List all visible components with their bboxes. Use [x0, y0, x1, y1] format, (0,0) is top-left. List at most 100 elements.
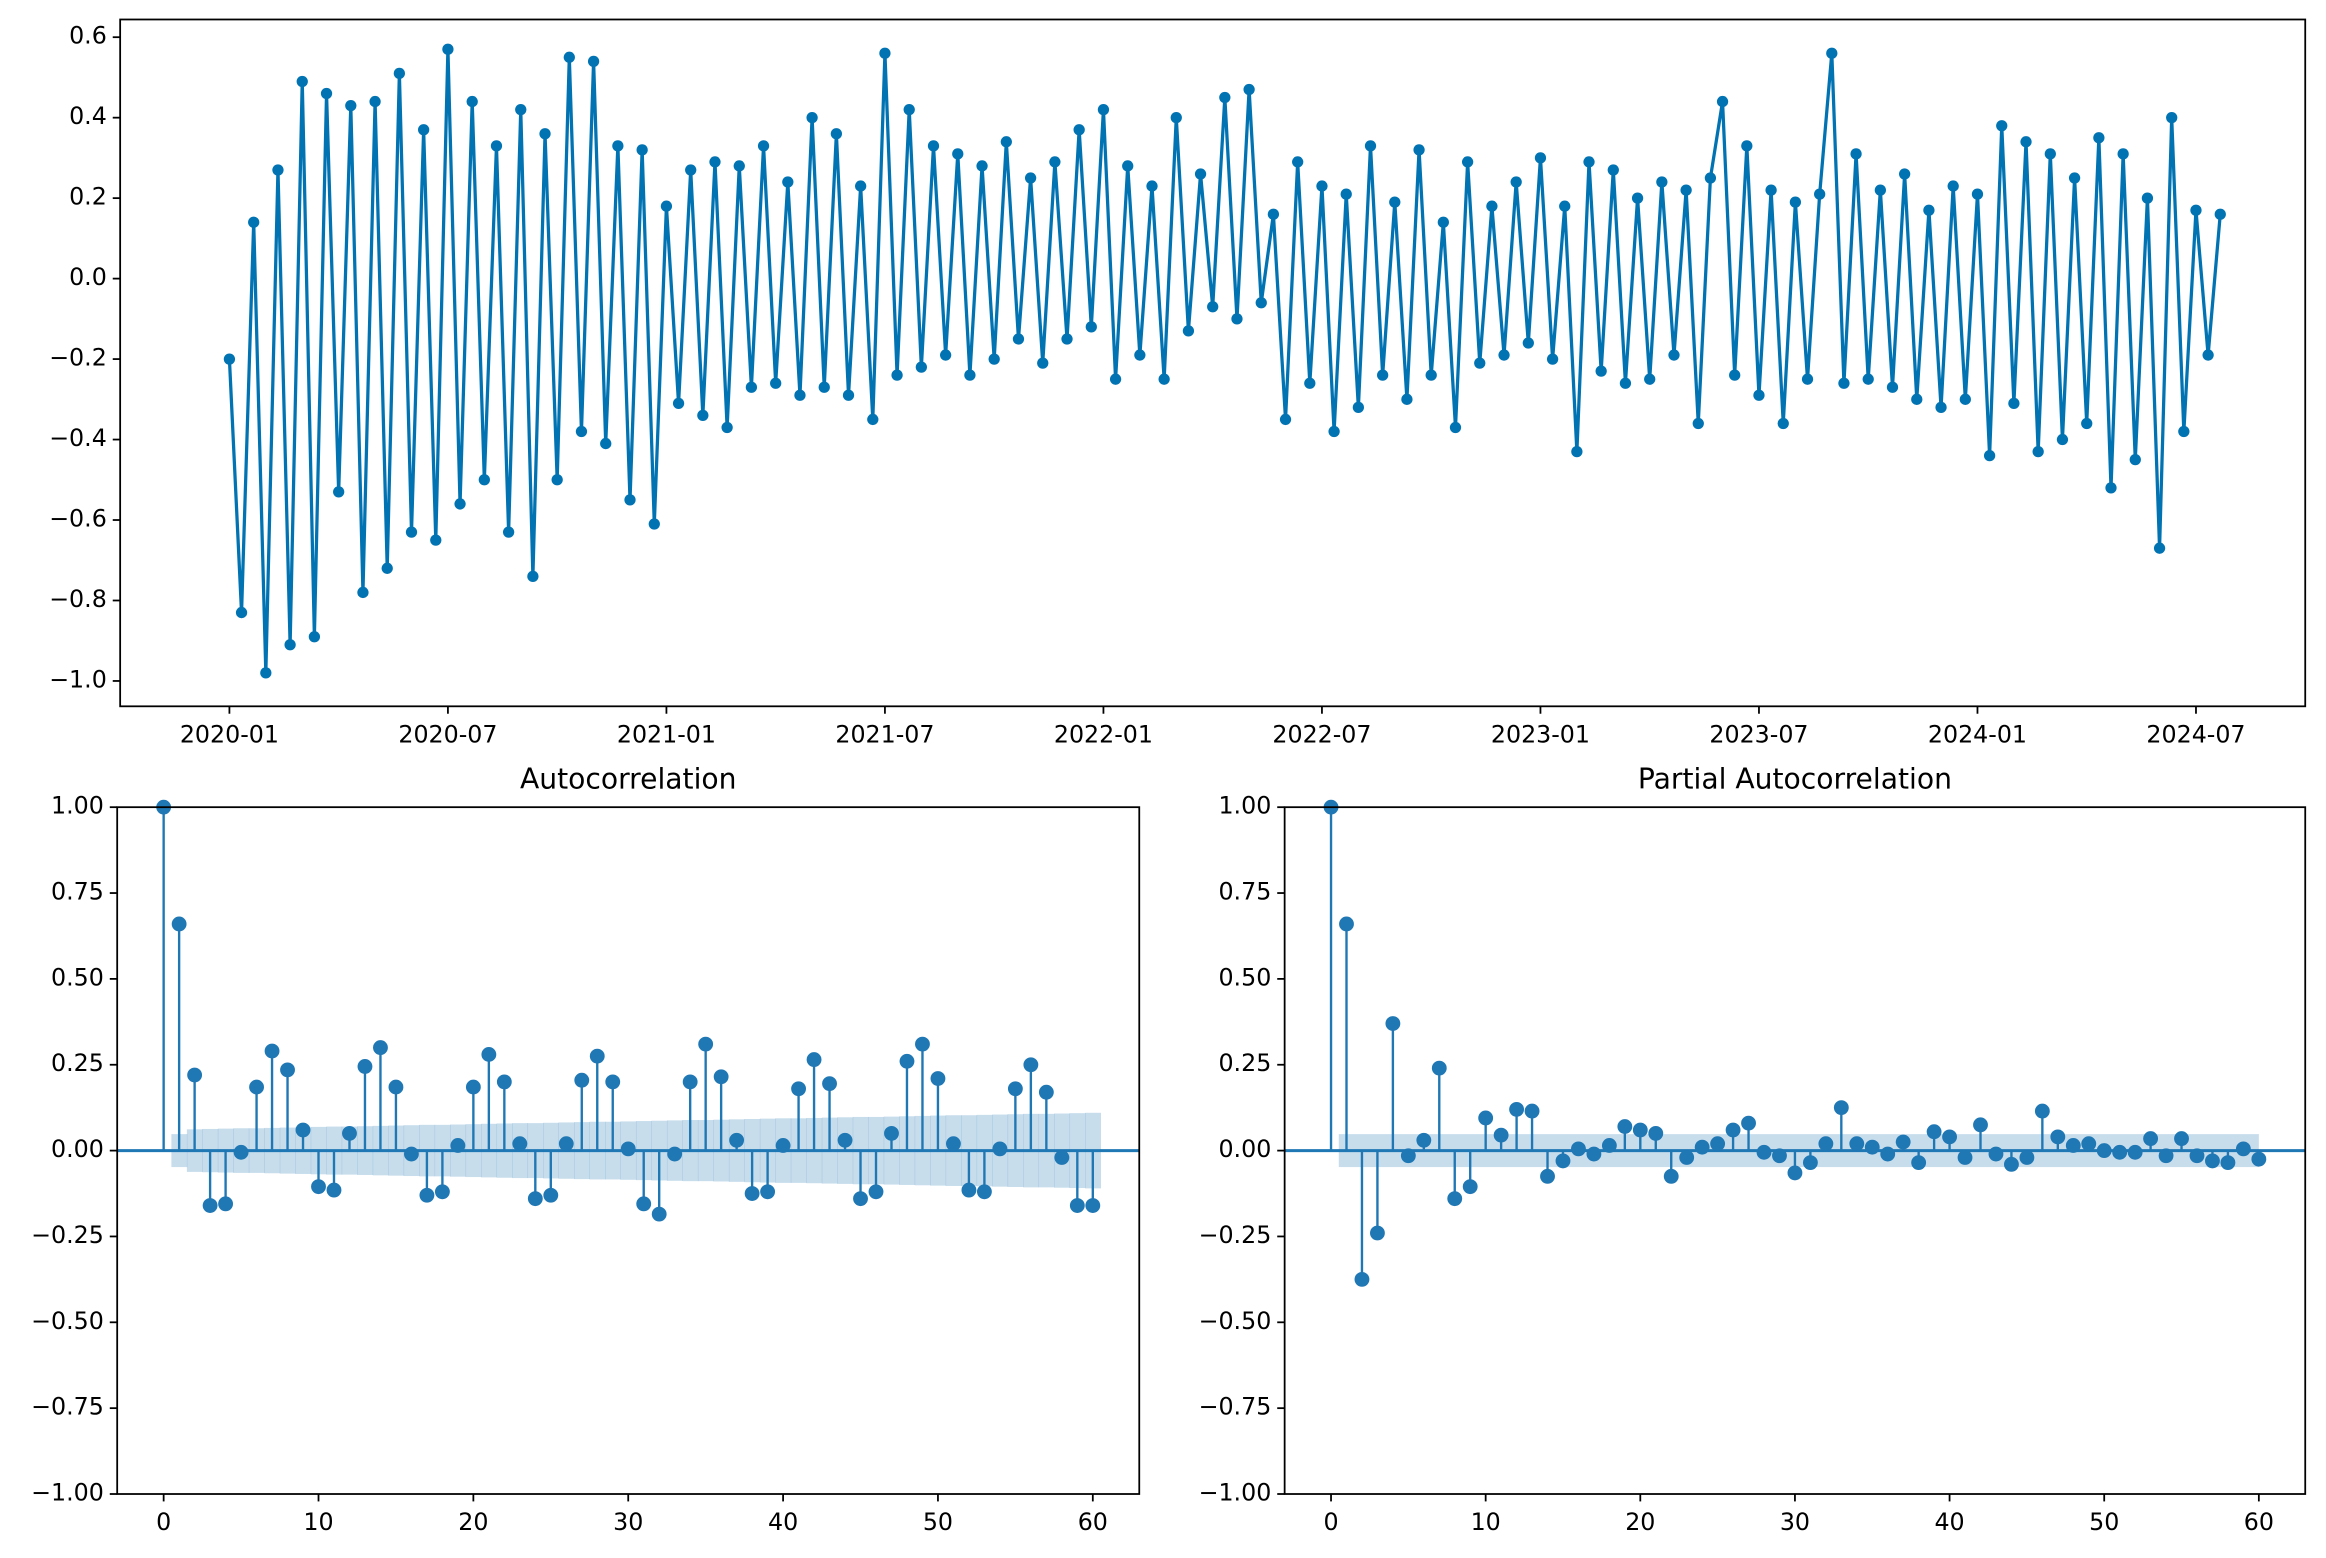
- stem-marker: [1849, 1136, 1865, 1152]
- point: [612, 140, 624, 152]
- stem-marker: [264, 1043, 280, 1059]
- stem-marker: [187, 1067, 203, 1083]
- point: [709, 156, 721, 168]
- stem-marker: [946, 1136, 961, 1152]
- stem-marker: [233, 1144, 249, 1160]
- stem-marker: [2205, 1153, 2220, 1169]
- point: [333, 486, 345, 498]
- point: [1158, 373, 1170, 385]
- y-tick-label: −0.6: [49, 505, 107, 533]
- stem-marker: [1023, 1057, 1039, 1073]
- point: [600, 437, 612, 450]
- stem-marker: [450, 1138, 466, 1153]
- point: [685, 164, 697, 176]
- stem-marker: [1911, 1155, 1927, 1171]
- x-tick-label: 20: [1625, 1508, 1655, 1536]
- stem-marker: [729, 1132, 745, 1148]
- stem-marker: [2143, 1131, 2159, 1146]
- point: [745, 381, 758, 393]
- point: [1474, 357, 1486, 369]
- stem-marker: [465, 1079, 481, 1095]
- point: [1000, 136, 1012, 148]
- point: [1413, 144, 1425, 156]
- stem-marker: [1942, 1129, 1957, 1145]
- stem-marker: [930, 1071, 946, 1086]
- stem-marker: [884, 1126, 899, 1141]
- point: [2129, 454, 2141, 466]
- point: [1024, 172, 1037, 184]
- stem-marker: [698, 1036, 714, 1052]
- point: [903, 103, 915, 116]
- point: [1729, 369, 1741, 381]
- point: [830, 128, 843, 140]
- point: [563, 51, 575, 63]
- point: [1534, 152, 1547, 164]
- point: [1170, 112, 1182, 124]
- point: [1971, 188, 1984, 200]
- stem-marker: [605, 1074, 621, 1090]
- point: [405, 526, 418, 538]
- stem-marker: [543, 1187, 559, 1203]
- point: [1461, 156, 1474, 168]
- point: [1085, 321, 1097, 333]
- point: [418, 124, 430, 136]
- point: [1437, 216, 1449, 228]
- point: [2141, 192, 2154, 204]
- point: [381, 562, 393, 574]
- point: [2032, 445, 2044, 458]
- point: [1510, 176, 1522, 188]
- x-tick-label: 10: [1471, 1508, 1501, 1536]
- point: [939, 349, 952, 361]
- stem-marker: [1648, 1126, 1664, 1141]
- stem-marker: [651, 1206, 667, 1222]
- point: [1874, 184, 1886, 196]
- point: [976, 160, 988, 172]
- point: [308, 631, 321, 643]
- y-tick-label: −1.00: [1199, 1479, 1272, 1507]
- point: [1097, 103, 1110, 116]
- stem-marker: [1880, 1146, 1896, 1162]
- stem-marker: [589, 1048, 605, 1064]
- point: [1619, 377, 1632, 389]
- point: [1267, 208, 1280, 220]
- y-tick-label: 1.00: [1218, 792, 1271, 820]
- point: [1122, 160, 1134, 172]
- stem-marker: [961, 1182, 977, 1198]
- stem-marker: [311, 1179, 326, 1195]
- stem-marker: [1478, 1110, 1494, 1126]
- point: [891, 369, 903, 381]
- y-tick-label: −0.25: [1199, 1221, 1272, 1249]
- point: [1255, 297, 1267, 309]
- point: [867, 413, 879, 426]
- y-tick-label: −0.75: [31, 1393, 104, 1421]
- x-tick-label: 30: [1780, 1508, 1810, 1536]
- point: [1983, 450, 1996, 462]
- y-tick-label: 1.00: [51, 792, 104, 820]
- y-tick-label: 0.50: [51, 963, 104, 991]
- point: [539, 128, 551, 140]
- x-tick-label: 40: [768, 1508, 798, 1536]
- point: [1546, 353, 1559, 365]
- point: [1571, 445, 1583, 458]
- x-tick-label: 50: [923, 1508, 953, 1536]
- point: [964, 369, 976, 381]
- stem-marker: [326, 1182, 342, 1198]
- x-tick-label: 60: [1078, 1508, 1108, 1536]
- point: [1522, 337, 1534, 349]
- point: [260, 667, 272, 679]
- point: [1656, 176, 1668, 188]
- stem-marker: [1973, 1117, 1988, 1133]
- stem-marker: [1663, 1168, 1679, 1184]
- stem-marker: [1586, 1146, 1602, 1162]
- stem-marker: [1895, 1134, 1911, 1150]
- stem-marker: [558, 1136, 574, 1152]
- stem-marker: [2158, 1148, 2174, 1164]
- x-tick-label: 2022-01: [1054, 720, 1153, 748]
- stem-marker: [218, 1196, 234, 1212]
- y-tick-label: 0.00: [1218, 1135, 1271, 1163]
- stem-marker: [915, 1036, 930, 1052]
- point: [466, 95, 478, 108]
- point: [2044, 148, 2056, 160]
- stem-marker: [2235, 1141, 2251, 1157]
- series-line: [227, 47, 2222, 675]
